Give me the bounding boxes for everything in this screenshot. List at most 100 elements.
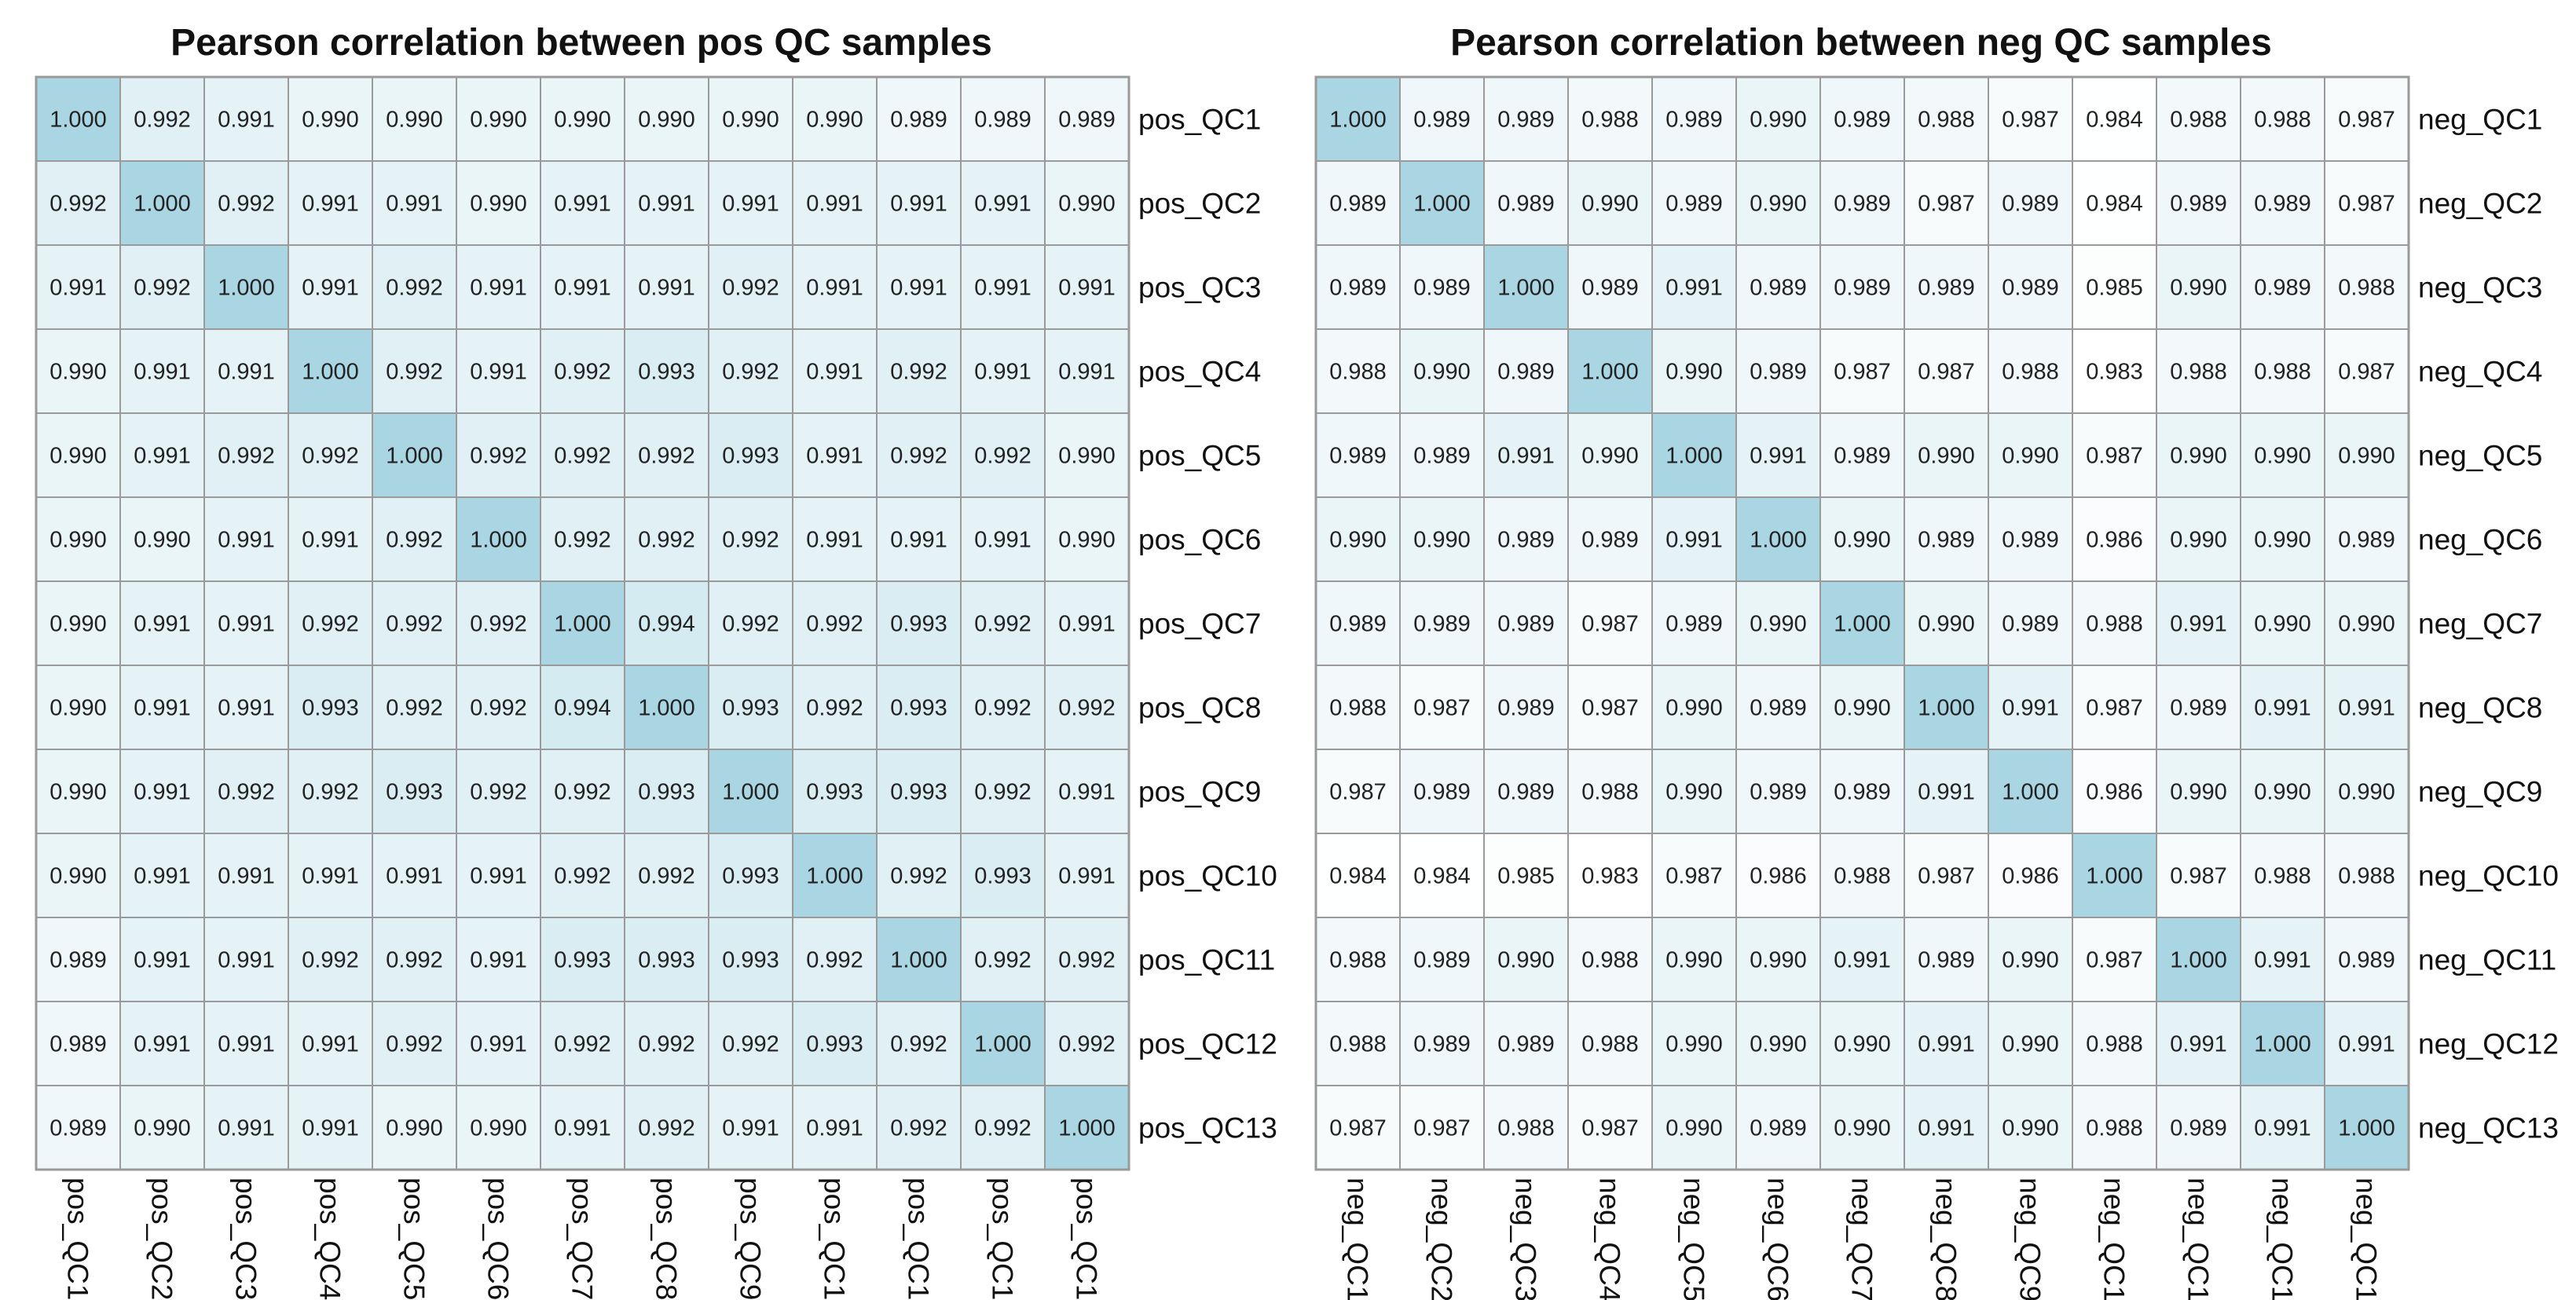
cell-value-label: 0.987: [1413, 1116, 1471, 1141]
row-label: neg_QC8: [2418, 692, 2542, 724]
cell-value-label: 0.988: [1497, 1116, 1555, 1141]
heatmap-cell: [1567, 749, 1653, 834]
heatmap-cell: [1044, 665, 1130, 750]
heatmap-cell: [119, 917, 205, 1002]
cell-value-label: 0.992: [134, 276, 191, 301]
cell-value-label: 0.988: [2086, 1032, 2143, 1057]
heatmap-cell: [2072, 76, 2157, 162]
column-label: pos_QC2: [146, 1177, 178, 1300]
cell-value-label: 0.991: [722, 192, 779, 217]
heatmap-cell: [1651, 160, 1737, 246]
cell-value-label: 0.989: [1413, 780, 1471, 805]
cell-value-label: 0.988: [2002, 360, 2059, 385]
heatmap-cell: [1044, 917, 1130, 1002]
heatmap-cell: [1044, 1001, 1130, 1086]
heatmap-cell: [1567, 244, 1653, 330]
cell-value-label: 0.990: [2338, 612, 2395, 637]
heatmap-cell: [288, 1085, 373, 1170]
cell-value-label: 0.989: [1497, 612, 1555, 637]
column-label: neg_QC11: [2182, 1177, 2215, 1300]
heatmap-cell: [288, 833, 373, 918]
cell-value-label: 0.989: [1834, 192, 1891, 217]
column-label: pos_QC11: [903, 1177, 935, 1300]
cell-value-label: 0.991: [470, 276, 527, 301]
heatmap-cell: [203, 749, 289, 834]
heatmap-cell: [1483, 76, 1569, 162]
cell-value-label: 0.988: [1581, 108, 1639, 133]
heatmap-cell: [540, 580, 625, 666]
heatmap-cell: [540, 1085, 625, 1170]
heatmap-cell: [1399, 1001, 1485, 1086]
heatmap-cell: [1651, 665, 1737, 750]
heatmap-cell: [1399, 76, 1485, 162]
heatmap-cell: [372, 160, 457, 246]
cell-value-label: 0.989: [1497, 780, 1555, 805]
cell-value-label: 1.000: [49, 108, 107, 133]
cell-value-label: 0.992: [386, 276, 443, 301]
cell-value-label: 0.992: [470, 612, 527, 637]
cell-value-label: 0.987: [1918, 360, 1975, 385]
cell-value-label: 0.993: [974, 864, 1031, 889]
cell-value-label: 0.989: [2170, 192, 2227, 217]
heatmap-cell: [1399, 328, 1485, 414]
row-label: pos_QC4: [1138, 356, 1261, 388]
cell-value-label: 0.989: [1750, 696, 1807, 721]
heatmap-cell: [35, 1085, 121, 1170]
cell-value-label: 0.989: [2170, 696, 2227, 721]
cell-value-label: 0.990: [2002, 444, 2059, 469]
cell-value-label: 0.989: [1834, 108, 1891, 133]
heatmap-cell: [203, 244, 289, 330]
cell-value-label: 0.990: [1834, 696, 1891, 721]
cell-value-label: 0.991: [890, 276, 947, 301]
cell-value-label: 0.988: [1329, 696, 1387, 721]
cell-value-label: 0.989: [1834, 780, 1891, 805]
cell-value-label: 0.992: [134, 108, 191, 133]
cell-value-label: 0.990: [1750, 108, 1807, 133]
row-label: neg_QC12: [2418, 1028, 2559, 1060]
heatmap-cell: [1819, 1001, 1905, 1086]
heatmap-cell: [624, 665, 709, 750]
heatmap-cell: [1904, 328, 1989, 414]
cell-value-label: 0.991: [722, 1116, 779, 1141]
cell-value-label: 0.992: [386, 696, 443, 721]
heatmap-cell: [1904, 665, 1989, 750]
cell-value-label: 1.000: [1058, 1116, 1116, 1141]
cell-value-label: 0.991: [302, 1116, 359, 1141]
cell-value-label: 0.989: [2170, 1116, 2227, 1141]
cell-value-label: 0.989: [2002, 612, 2059, 637]
cell-value-label: 1.000: [2254, 1032, 2311, 1057]
cell-value-label: 0.989: [1413, 612, 1471, 637]
cell-value-label: 0.990: [1665, 1116, 1723, 1141]
heatmap-cell: [2240, 665, 2325, 750]
cell-value-label: 0.989: [2254, 192, 2311, 217]
cell-value-label: 0.992: [218, 192, 275, 217]
cell-value-label: 0.990: [1665, 1032, 1723, 1057]
cell-value-label: 0.984: [1329, 864, 1387, 889]
heatmap-cell: [203, 412, 289, 498]
cell-value-label: 0.991: [470, 360, 527, 385]
heatmap-cell: [1819, 665, 1905, 750]
cell-value-label: 0.991: [554, 192, 611, 217]
heatmap-cell: [35, 160, 121, 246]
cell-value-label: 0.991: [218, 948, 275, 973]
heatmap-cell: [288, 328, 373, 414]
row-label: pos_QC9: [1138, 776, 1261, 808]
row-label: pos_QC2: [1138, 188, 1261, 220]
cell-value-label: 1.000: [2338, 1116, 2395, 1141]
cell-value-label: 0.992: [302, 948, 359, 973]
cell-value-label: 0.989: [1497, 192, 1555, 217]
heatmap-cell: [2324, 749, 2409, 834]
heatmap-cell: [1483, 749, 1569, 834]
cell-value-label: 0.991: [806, 360, 863, 385]
cell-value-label: 0.990: [134, 1116, 191, 1141]
cell-value-label: 0.991: [134, 360, 191, 385]
chart-title: Pearson correlation between pos QC sampl…: [170, 22, 992, 64]
heatmap-cell: [372, 496, 457, 582]
heatmap-cell: [540, 665, 625, 750]
cell-value-label: 0.993: [302, 696, 359, 721]
cell-value-label: 1.000: [1497, 276, 1555, 301]
cell-value-label: 0.990: [2170, 444, 2227, 469]
heatmap-cell: [2156, 244, 2241, 330]
cell-value-label: 0.993: [722, 948, 779, 973]
cell-value-label: 1.000: [1750, 528, 1807, 553]
